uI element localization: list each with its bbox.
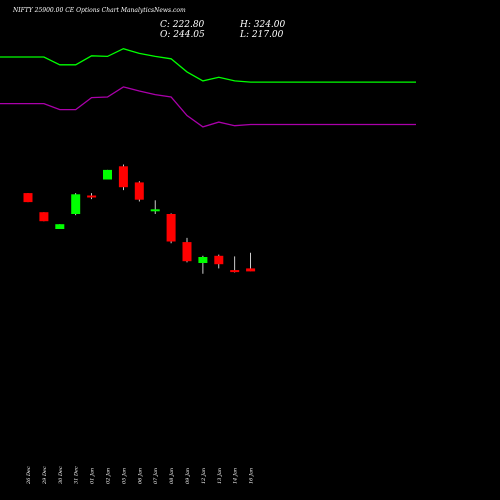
bands-layer bbox=[0, 48, 416, 128]
candle-body bbox=[71, 194, 81, 214]
candle-body bbox=[87, 195, 97, 198]
candle-body bbox=[246, 268, 256, 272]
candle-body bbox=[23, 193, 33, 203]
x-tick-label: 26 Dec bbox=[26, 466, 32, 485]
x-tick-label: 13 Jan bbox=[217, 468, 223, 484]
candle-body bbox=[214, 255, 224, 265]
candle-body bbox=[166, 214, 176, 242]
low-value: L: 217.00 bbox=[239, 30, 284, 40]
x-tick-label: 31 Dec bbox=[74, 466, 80, 484]
x-tick-label: 14 Jan bbox=[233, 468, 239, 484]
x-axis: 26 Dec 29 Dec 30 Dec 31 Dec 01 Jan 02 Jan 05 J… bbox=[26, 466, 255, 485]
upper-band-line bbox=[0, 48, 416, 83]
x-tick-label: 06 Jan bbox=[137, 468, 143, 484]
x-tick-label: 08 Jan bbox=[169, 468, 175, 484]
open-value: O: 244.05 bbox=[160, 30, 205, 40]
x-tick-label: 29 Dec bbox=[42, 466, 48, 485]
x-tick-label: 12 Jan bbox=[201, 468, 207, 484]
candle-body bbox=[55, 224, 65, 229]
candle-body bbox=[134, 182, 144, 200]
x-tick-label: 07 Jan bbox=[153, 468, 159, 484]
high-value: H: 324.00 bbox=[239, 20, 286, 30]
x-tick-label: 16 Jan bbox=[249, 468, 255, 484]
candle-body bbox=[103, 169, 112, 180]
x-tick-label: 01 Jan bbox=[90, 468, 96, 484]
x-tick-label: 02 Jan bbox=[106, 468, 112, 484]
chart-title: NIFTY 25900.00 CE Options Chart Manalyti… bbox=[12, 7, 186, 14]
candle-body bbox=[150, 209, 160, 212]
candle-body bbox=[198, 257, 208, 263]
x-tick-label: 09 Jan bbox=[185, 468, 191, 484]
x-tick-label: 30 Dec bbox=[58, 466, 64, 484]
candle-body bbox=[39, 212, 49, 222]
candle-body bbox=[230, 270, 240, 273]
candle-body bbox=[118, 166, 128, 188]
candles-layer bbox=[23, 164, 256, 274]
x-tick-label: 05 Jan bbox=[121, 468, 127, 484]
close-value: C: 222.80 bbox=[160, 20, 205, 30]
candle-body bbox=[182, 242, 192, 262]
lower-band-line bbox=[0, 86, 416, 128]
